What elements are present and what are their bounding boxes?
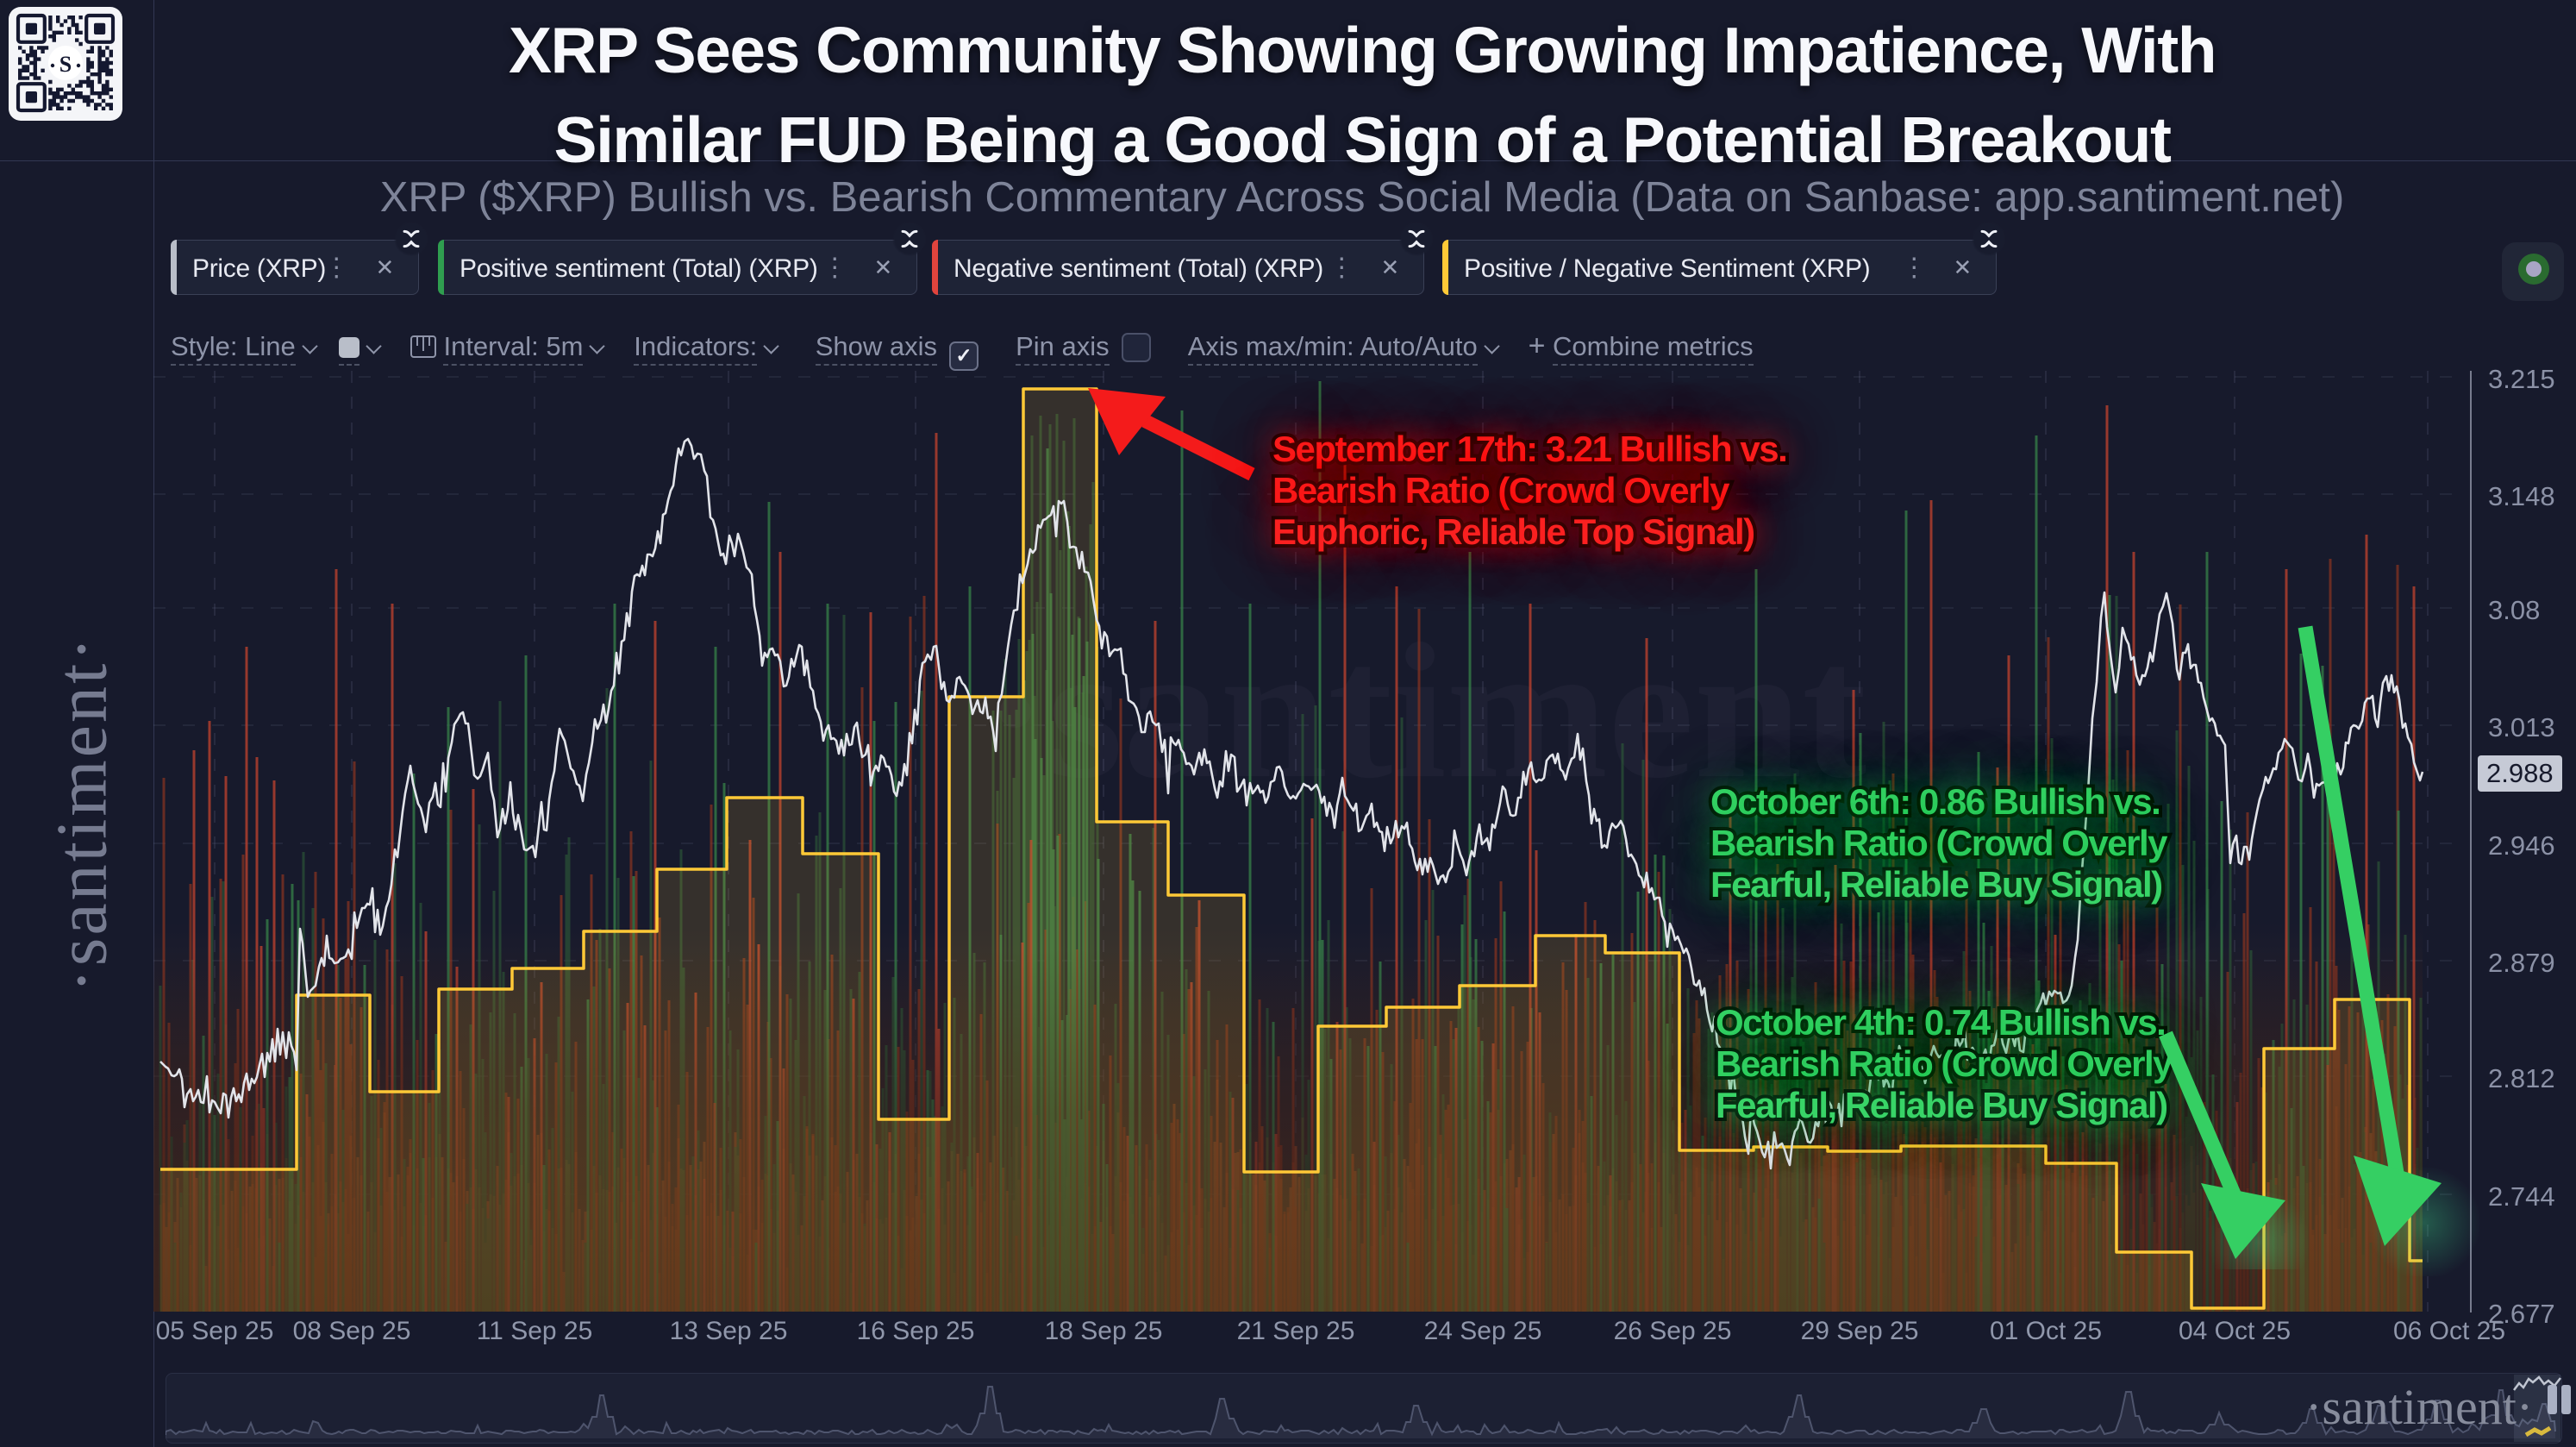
svg-text:·santiment: ·santiment (983, 603, 1866, 818)
svg-text:S: S (59, 52, 72, 77)
